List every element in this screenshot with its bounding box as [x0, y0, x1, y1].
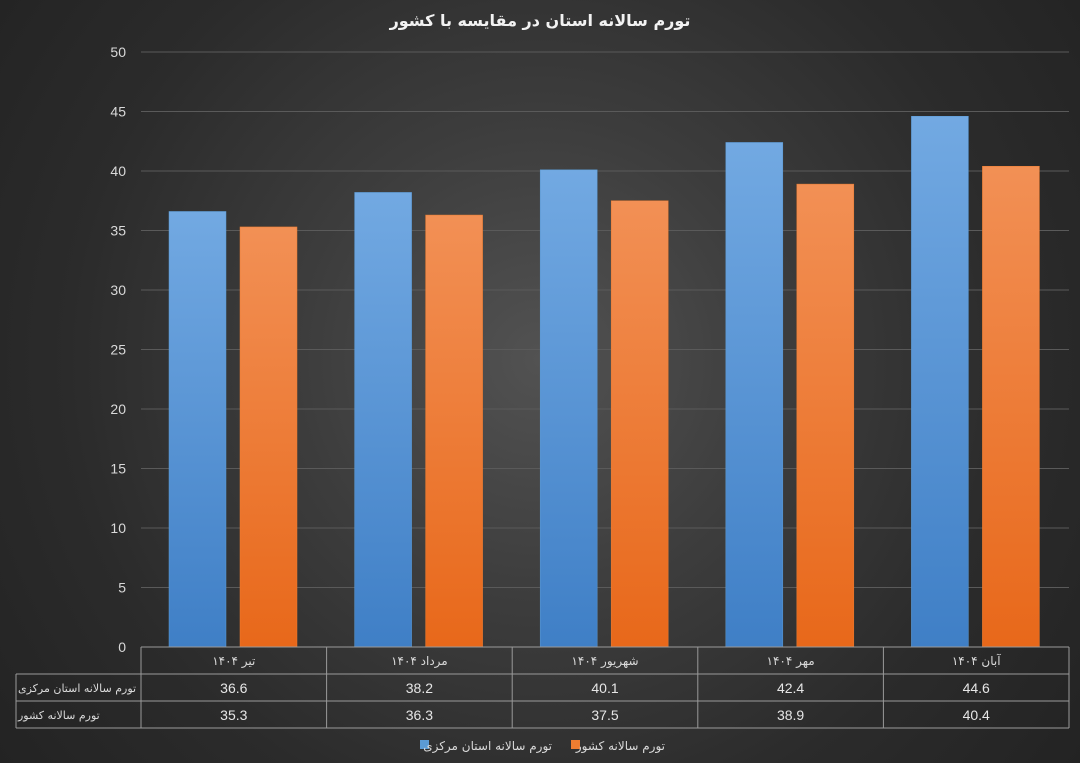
y-tick-label: 35 [110, 223, 126, 239]
bar-province [539, 169, 598, 648]
y-tick-label: 30 [110, 282, 126, 298]
bar-province [725, 142, 784, 648]
y-tick-label: 40 [110, 163, 126, 179]
data-table: تیر ۱۴۰۴ مرداد ۱۴۰۴ شهریور ۱۴۰۴ مهر ۱۴۰۴ آبا… [15, 646, 1070, 729]
bar-province [354, 192, 412, 648]
category-label: مرداد ۱۴۰۴ [391, 654, 448, 669]
data-label: 37.5 [591, 707, 618, 723]
y-tick-label: 15 [110, 461, 126, 477]
legend: تورم سالانه استان مرکزی تورم سالانه کشور [420, 739, 665, 754]
y-axis-tick-labels: 0 5 10 15 20 25 30 35 40 45 50 [110, 44, 126, 655]
table-series-label: تورم سالانه استان مرکزی [18, 682, 136, 695]
legend-swatch-province [420, 740, 429, 749]
data-label: 36.3 [406, 707, 433, 723]
y-tick-label: 50 [110, 44, 126, 60]
y-tick-label: 5 [118, 580, 126, 596]
chart-title: تورم سالانه استان در مقایسه با کشور [389, 11, 691, 30]
table-series-label: تورم سالانه کشور [17, 709, 100, 722]
data-label: 44.6 [963, 680, 990, 696]
bar-country [239, 226, 298, 648]
bar-country [982, 165, 1040, 648]
bar-province [168, 211, 227, 648]
bar-country [425, 214, 483, 648]
y-tick-label: 25 [110, 342, 126, 358]
legend-label: تورم سالانه استان مرکزی [423, 739, 552, 754]
category-label: شهریور ۱۴۰۴ [571, 654, 638, 669]
y-tick-label: 20 [110, 401, 126, 417]
y-tick-label: 45 [110, 104, 126, 120]
bar-country [796, 183, 855, 648]
bars [168, 116, 1040, 648]
legend-label: تورم سالانه کشور [575, 739, 665, 754]
y-tick-label: 10 [110, 520, 126, 536]
data-label: 35.3 [220, 707, 247, 723]
data-label: 42.4 [777, 680, 804, 696]
y-tick-label: 0 [118, 639, 126, 655]
bar-country [610, 200, 669, 648]
category-label: مهر ۱۴۰۴ [767, 654, 815, 669]
data-label: 40.1 [591, 680, 618, 696]
data-label: 40.4 [963, 707, 990, 723]
category-label: تیر ۱۴۰۴ [212, 654, 255, 669]
bar-province [911, 116, 969, 648]
legend-swatch-country [571, 740, 580, 749]
data-label: 38.2 [406, 680, 433, 696]
data-label: 36.6 [220, 680, 247, 696]
category-label: آبان ۱۴۰۴ [952, 653, 1001, 668]
data-label: 38.9 [777, 707, 804, 723]
